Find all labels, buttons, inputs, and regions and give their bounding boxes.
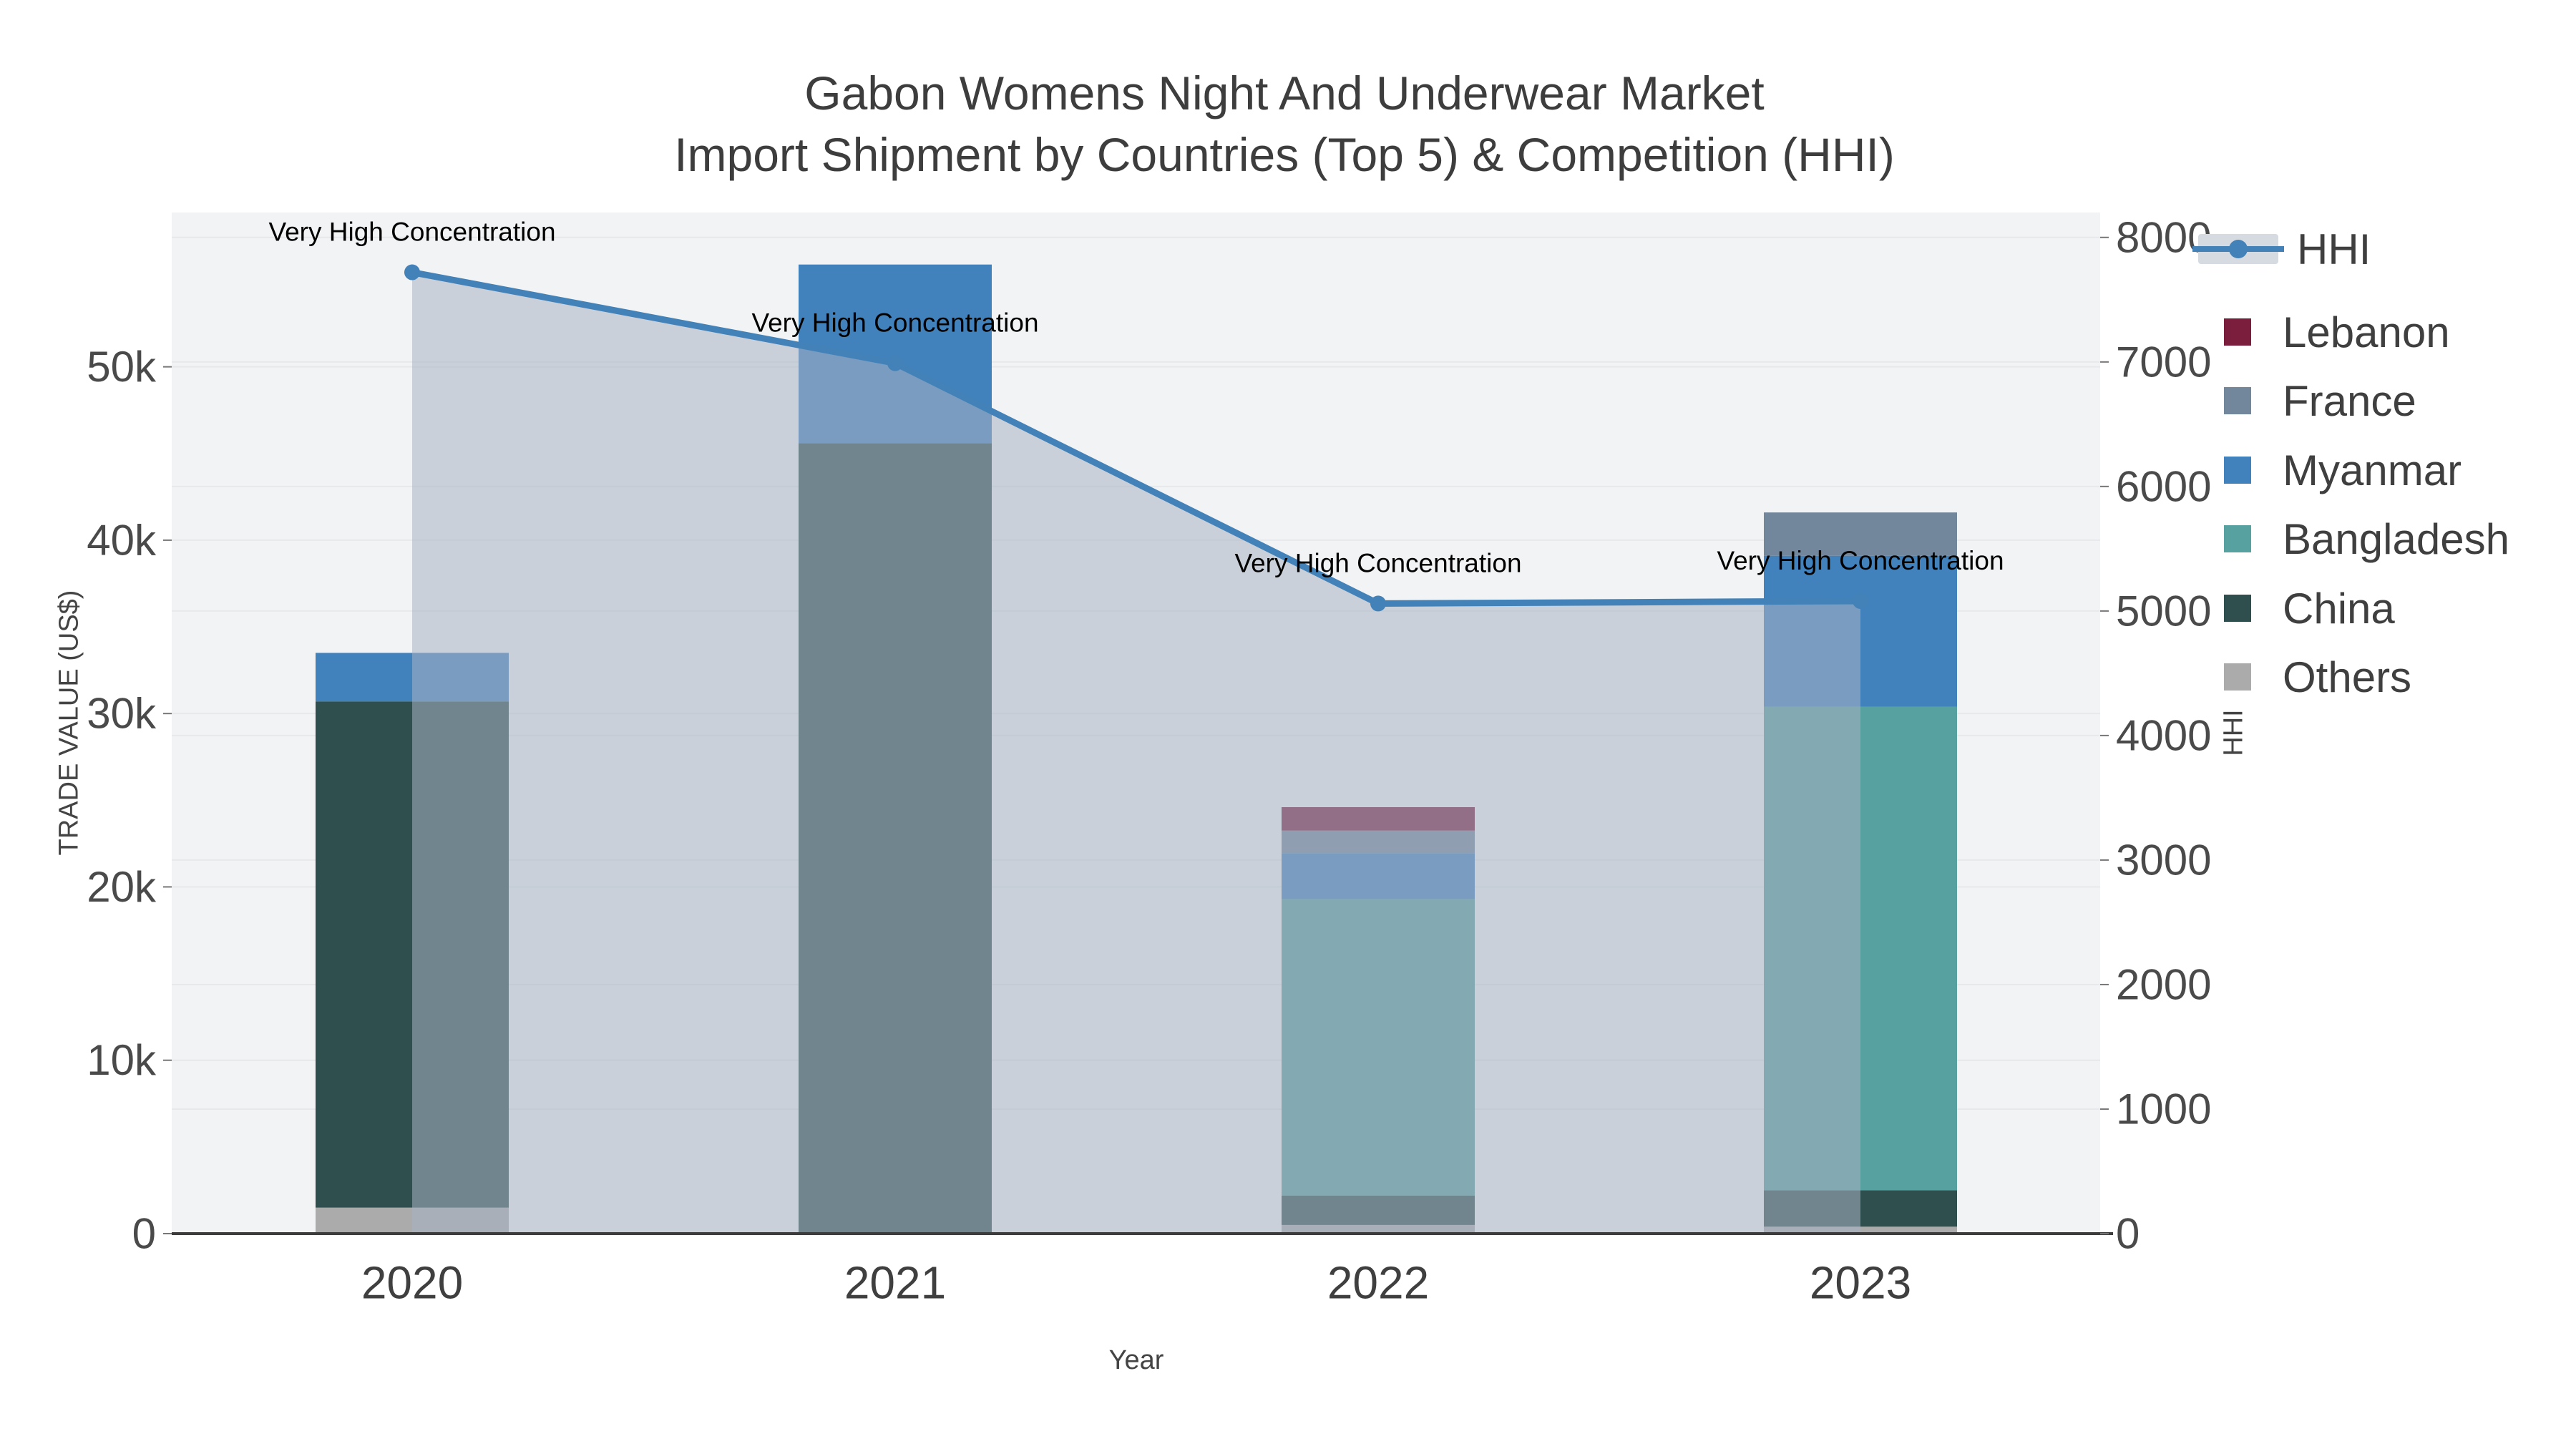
- bar-segment-france-2023: [1764, 512, 1957, 556]
- legend-color-swatch: [2224, 663, 2251, 691]
- x-tick-label-2020: 2020: [361, 1257, 463, 1308]
- legend-item-bangladesh[interactable]: Bangladesh: [2184, 515, 2509, 563]
- axes-layer: [163, 236, 2113, 1235]
- annotations: Very High Concentration Very High Concent…: [268, 218, 2004, 578]
- legend-color-swatch: [2224, 595, 2251, 622]
- legend-item-china[interactable]: China: [2184, 584, 2395, 633]
- x-axis-title: Year: [1108, 1345, 1164, 1375]
- hhi-marker-2020: [404, 264, 420, 280]
- x-tick-label-2022: 2022: [1327, 1257, 1429, 1308]
- y-left-axis-title: TRADE VALUE (US$): [54, 590, 84, 856]
- legend-item-label: China: [2283, 584, 2395, 633]
- y-left-tick-label: 30k: [87, 690, 157, 738]
- hhi-marker-2022: [1370, 595, 1386, 612]
- tick-labels: 0 10k 20k 30k 40k 50k 0 1000 2000 3000 4000 5000 600…: [87, 213, 2211, 1308]
- annotation-2023: Very High Concentration: [1717, 546, 2004, 575]
- y-left-tick-label: 10k: [87, 1036, 157, 1084]
- chart-title-line2: Import Shipment by Countries (Top 5) & C…: [674, 128, 1895, 181]
- y-right-tick-label: 5000: [2116, 587, 2211, 635]
- y-left-tick-label: 50k: [87, 343, 157, 391]
- legend-item-hhi[interactable]: HHI: [2184, 225, 2371, 273]
- hhi-line: [404, 264, 1868, 612]
- y-right-tick-label: 1000: [2116, 1085, 2211, 1133]
- y-right-tick-label: 3000: [2116, 836, 2211, 884]
- annotation-2020: Very High Concentration: [268, 218, 555, 247]
- chart-title-line1: Gabon Womens Night And Underwear Market: [804, 67, 1765, 119]
- legend-item-label: France: [2283, 376, 2416, 425]
- legend-item-label: HHI: [2297, 225, 2371, 273]
- y-right-tick-label: 7000: [2116, 338, 2211, 386]
- y-right-tick-label: 6000: [2116, 462, 2211, 510]
- y-right-tick-label: 2000: [2116, 960, 2211, 1008]
- y-left-tick-label: 20k: [87, 863, 157, 911]
- y-right-tick-label: 0: [2116, 1210, 2140, 1258]
- y-right-tick-label: 8000: [2116, 213, 2211, 261]
- legend-item-france[interactable]: France: [2184, 377, 2416, 425]
- legend-item-label: Myanmar: [2283, 446, 2462, 494]
- y-left-tick-label: 0: [132, 1210, 156, 1258]
- legend-color-swatch: [2224, 525, 2251, 552]
- legend-item-others[interactable]: Others: [2184, 653, 2411, 701]
- legend-item-lebanon[interactable]: Lebanon: [2184, 308, 2450, 356]
- legend-line-sample-icon: [2192, 234, 2284, 264]
- annotation-2021: Very High Concentration: [751, 308, 1038, 338]
- y-left-tick-label: 40k: [87, 516, 157, 564]
- legend-item-label: Others: [2283, 653, 2412, 701]
- y-right-axis-title: HHI: [2218, 709, 2249, 756]
- legend-item-label: Lebanon: [2283, 308, 2450, 356]
- legend-color-swatch: [2224, 387, 2251, 414]
- legend-item-label: Bangladesh: [2283, 514, 2509, 563]
- x-tick-label-2021: 2021: [844, 1257, 946, 1308]
- legend-item-myanmar[interactable]: Myanmar: [2184, 446, 2462, 494]
- x-tick-label-2023: 2023: [1810, 1257, 1911, 1308]
- hhi-area-fill: [412, 272, 1860, 1234]
- legend-color-swatch: [2224, 457, 2251, 484]
- annotation-2022: Very High Concentration: [1234, 548, 1521, 577]
- hhi-marker-2021: [887, 355, 903, 371]
- y-right-tick-label: 4000: [2116, 711, 2211, 759]
- legend-color-swatch: [2224, 318, 2251, 346]
- hhi-marker-2023: [1853, 592, 1868, 609]
